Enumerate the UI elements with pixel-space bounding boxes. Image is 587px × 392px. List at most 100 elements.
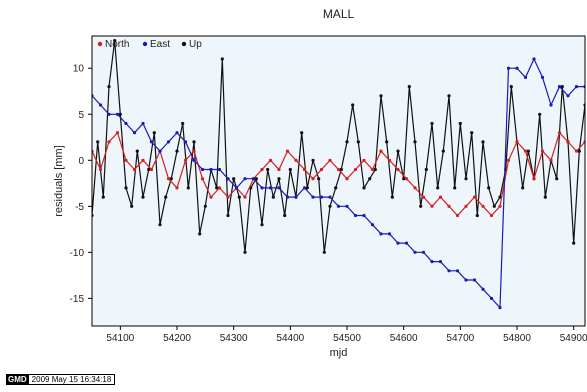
data-point-up <box>317 177 321 181</box>
y-tick-label: -10 <box>70 248 85 259</box>
data-point-up <box>385 140 389 144</box>
data-point-east <box>336 204 341 208</box>
legend-marker-east <box>142 41 148 47</box>
data-point-up <box>243 250 247 254</box>
data-point-up <box>135 149 139 153</box>
data-point-up <box>458 121 462 126</box>
data-point-up <box>322 250 326 254</box>
data-point-up <box>402 177 406 181</box>
data-point-up <box>215 186 219 190</box>
data-point-east <box>175 131 179 135</box>
data-point-up <box>181 121 185 126</box>
data-point-north <box>447 204 451 208</box>
data-point-up <box>475 213 479 218</box>
data-point-up <box>351 103 355 107</box>
data-point-north <box>489 213 494 218</box>
data-point-east <box>396 241 400 245</box>
data-point-up <box>288 167 292 172</box>
x-tick-label: 54200 <box>163 333 191 344</box>
data-point-up <box>419 204 423 208</box>
data-point-up <box>232 177 236 181</box>
data-point-north <box>557 131 562 135</box>
data-point-up <box>277 177 281 181</box>
data-point-up <box>283 213 287 218</box>
data-point-north <box>498 204 502 208</box>
x-tick-label: 54600 <box>390 333 418 344</box>
data-point-north <box>362 158 366 162</box>
data-point-north <box>200 177 205 181</box>
data-point-up <box>538 112 542 116</box>
data-point-up <box>198 232 202 236</box>
data-point-north <box>124 158 128 162</box>
x-tick-label: 54500 <box>333 333 361 344</box>
data-point-north <box>285 149 290 153</box>
data-point-north <box>328 158 332 162</box>
data-point-up <box>271 195 275 199</box>
data-point-north <box>353 167 358 172</box>
data-point-up <box>334 186 338 190</box>
data-point-north <box>387 158 392 162</box>
data-point-east <box>464 278 468 282</box>
data-point-east <box>217 167 222 172</box>
data-point-east <box>277 186 281 190</box>
data-point-up <box>487 186 491 190</box>
data-point-north <box>166 177 171 181</box>
data-point-up <box>260 223 264 227</box>
data-point-up <box>509 85 513 89</box>
data-point-up <box>407 85 411 89</box>
data-point-east <box>447 269 451 273</box>
data-point-up <box>481 140 485 144</box>
data-point-east <box>234 186 239 190</box>
data-point-north <box>302 167 307 172</box>
data-point-north <box>438 195 443 199</box>
series-layer <box>92 39 585 310</box>
data-point-east <box>192 158 196 162</box>
data-point-north <box>277 167 281 172</box>
data-point-up <box>186 186 190 190</box>
data-point-up <box>158 223 162 227</box>
legend-marker-north <box>97 41 103 47</box>
data-point-up <box>305 186 309 190</box>
x-tick-label: 54900 <box>560 333 587 344</box>
data-point-north <box>506 158 511 162</box>
data-point-up <box>362 186 366 190</box>
data-point-east <box>285 195 290 199</box>
data-point-up <box>390 195 394 199</box>
data-point-east <box>472 278 477 282</box>
y-axis-label: residuals [mm] <box>53 145 65 217</box>
data-point-east <box>438 260 443 264</box>
chart-svg: 54100 54200 54300 54400 54500 54600 54700 54800… <box>53 7 587 359</box>
data-point-up <box>164 195 168 199</box>
data-point-east <box>523 75 528 79</box>
x-tick-label: 54700 <box>446 333 474 344</box>
data-point-north <box>421 195 426 199</box>
data-point-east <box>421 250 426 254</box>
gmt-logo: GMD <box>6 374 29 385</box>
x-tick-label: 54300 <box>220 333 248 344</box>
data-point-north <box>319 167 324 172</box>
data-point-north <box>311 177 315 181</box>
data-point-north <box>217 186 222 190</box>
data-point-east <box>132 131 137 135</box>
data-point-up <box>169 177 173 181</box>
data-point-east <box>158 149 162 153</box>
data-point-east <box>166 140 171 144</box>
data-point-north <box>336 167 341 172</box>
data-point-up <box>521 186 525 190</box>
data-point-east <box>506 66 511 70</box>
data-point-up <box>226 213 230 218</box>
data-point-north <box>413 186 417 190</box>
data-point-north <box>268 158 273 162</box>
data-point-north <box>260 167 264 172</box>
timestamp: 2009 May 15 16:34:18 <box>28 374 116 385</box>
data-point-up <box>203 204 207 208</box>
series-line-up <box>92 40 585 253</box>
data-point-up <box>555 177 559 181</box>
data-point-up <box>311 158 315 162</box>
data-point-up <box>96 140 100 144</box>
data-point-north <box>149 167 154 172</box>
legend: North East Up <box>97 39 202 50</box>
data-point-north <box>98 167 103 172</box>
data-point-up <box>436 186 440 190</box>
data-point-north <box>192 149 196 153</box>
